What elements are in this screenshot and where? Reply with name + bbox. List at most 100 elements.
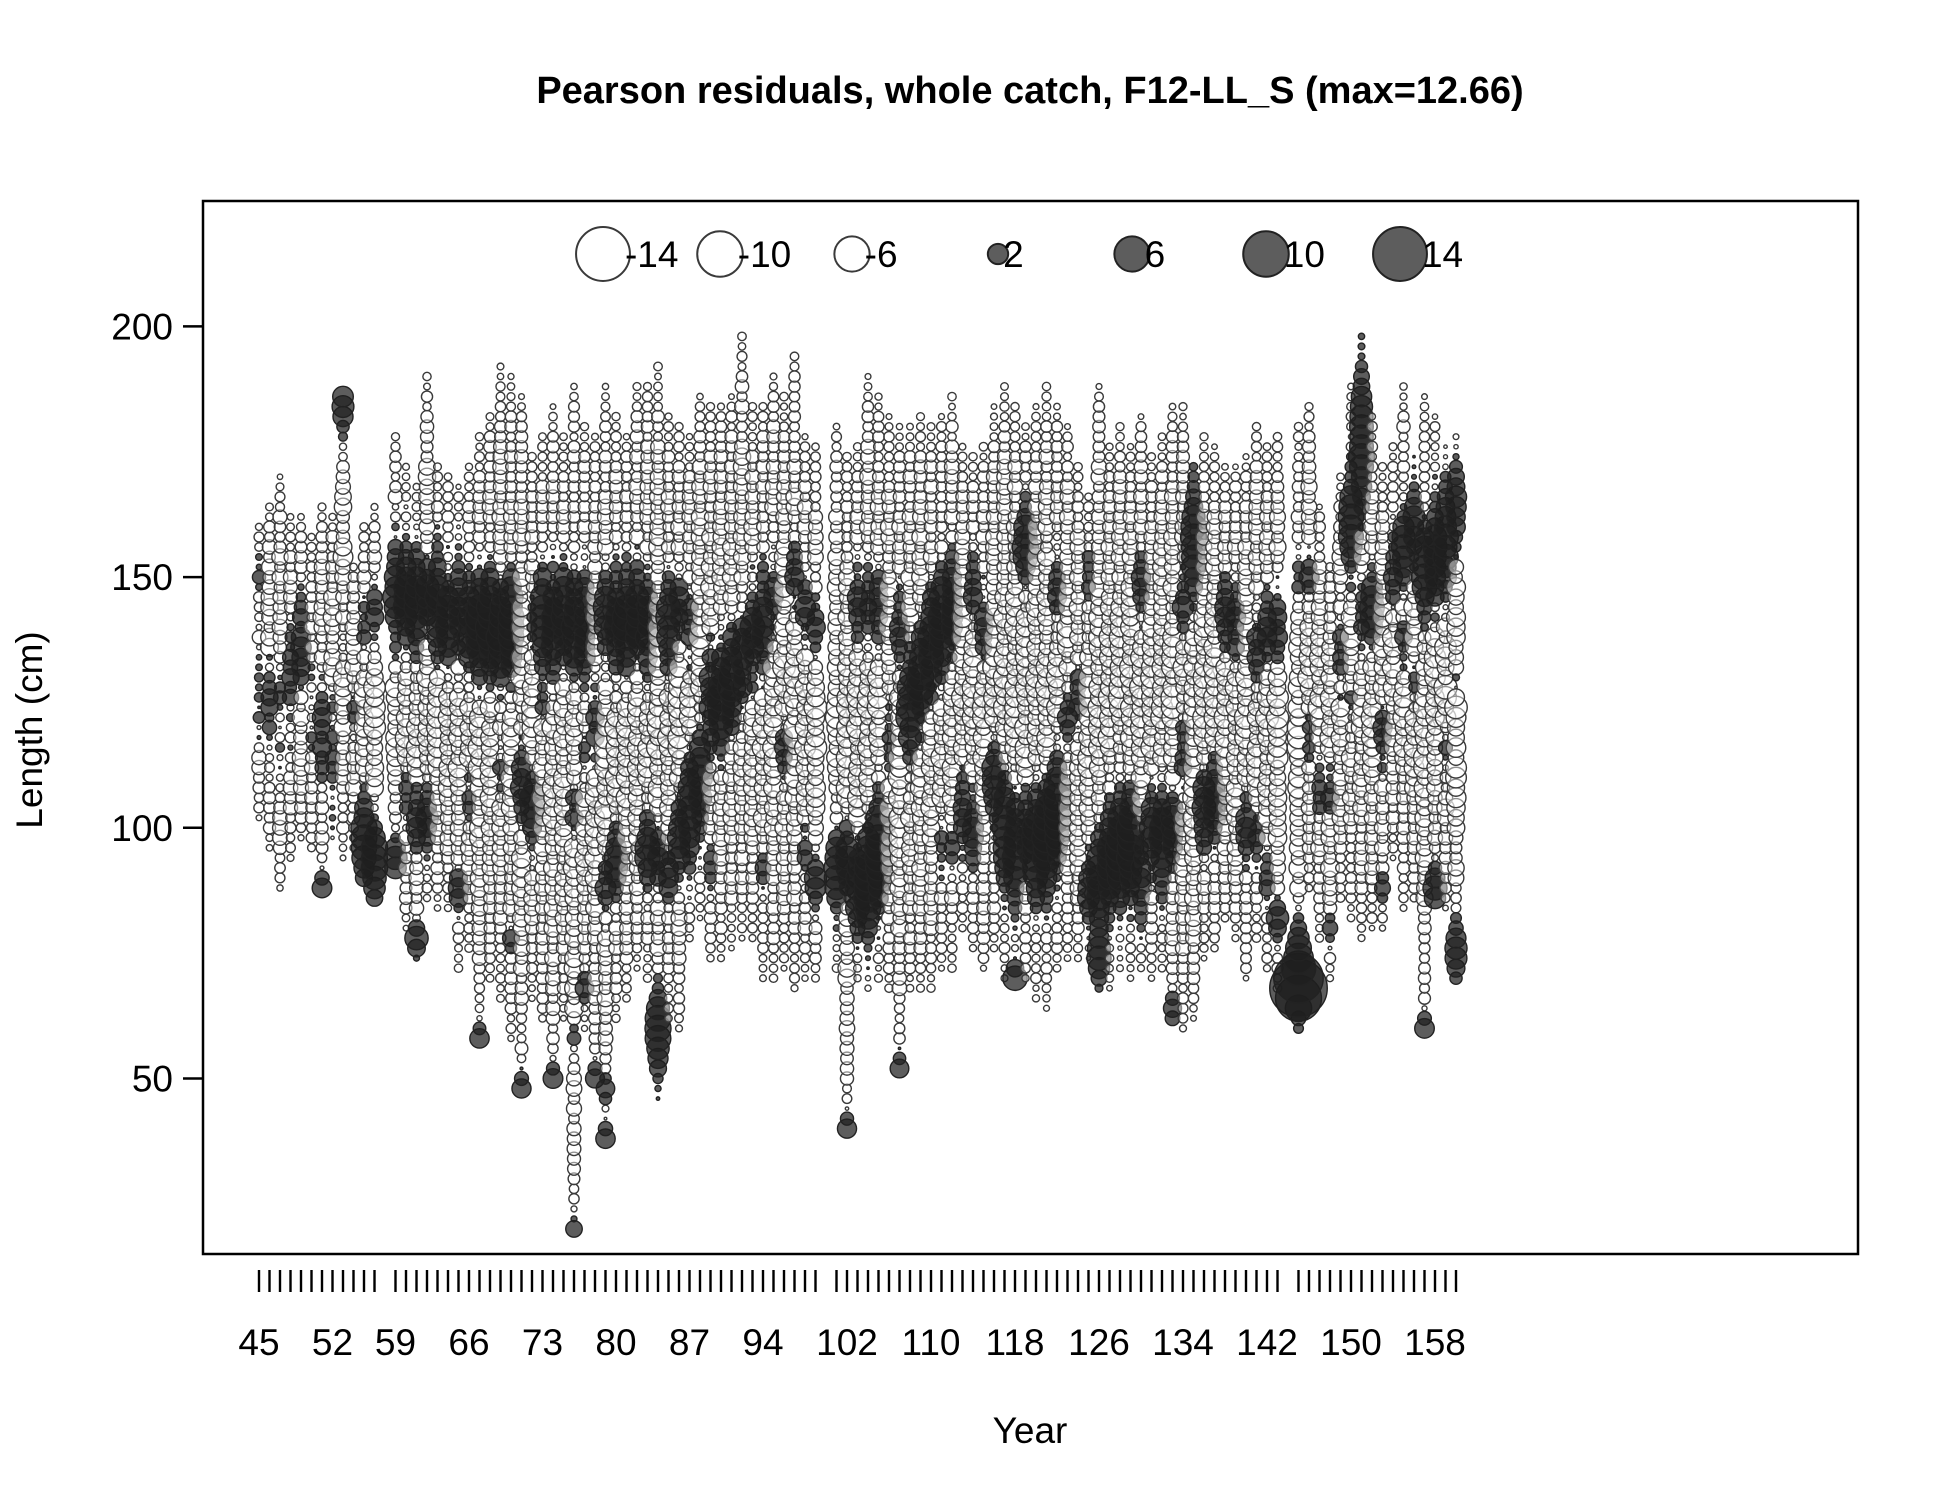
bubble-negative [610, 962, 622, 975]
bubble-negative [988, 892, 1000, 904]
bubble-negative [1115, 964, 1125, 973]
bubble-negative [1061, 932, 1074, 944]
bubble-positive [897, 1046, 902, 1051]
bubble-negative [1041, 411, 1052, 422]
bubble-negative [433, 904, 442, 912]
bubble-negative [788, 370, 801, 383]
bubble-negative [652, 431, 664, 442]
bubble-negative [661, 449, 676, 464]
bubble-negative [1051, 912, 1063, 924]
bubble-negative [757, 410, 769, 423]
bubble-negative [875, 925, 882, 931]
bubble-negative [1082, 500, 1095, 513]
bubble-negative [1073, 954, 1083, 963]
bubble-positive [307, 673, 316, 682]
bubble-negative [568, 681, 580, 694]
bubble-negative [925, 441, 937, 452]
bubble-negative [432, 491, 443, 502]
bubble-positive [451, 559, 466, 575]
bubble-negative [304, 780, 319, 795]
bubble-negative [442, 480, 454, 493]
bubble-negative [335, 469, 351, 485]
bubble-negative [1062, 452, 1073, 462]
bubble-negative [1041, 983, 1052, 994]
bubble-negative [1023, 584, 1028, 590]
bubble-positive [655, 1096, 661, 1102]
bubble-negative [1062, 431, 1073, 442]
bubble-negative [278, 725, 282, 730]
bubble-negative [335, 730, 351, 745]
bubble-negative [275, 773, 285, 782]
bubble-negative [1177, 1012, 1189, 1024]
bubble-negative [1062, 943, 1073, 953]
bubble-negative [430, 500, 445, 514]
bubble-negative [704, 420, 717, 433]
bubble-negative [570, 834, 578, 841]
bubble-negative [998, 420, 1011, 433]
bubble-negative [770, 544, 777, 550]
bubble-negative [844, 1106, 850, 1112]
bubble-negative [736, 902, 748, 914]
bubble-negative [1042, 1004, 1051, 1012]
bubble-positive [485, 682, 495, 692]
bubble-negative [698, 856, 702, 860]
bubble-negative [872, 952, 885, 965]
bubble-positive [483, 560, 497, 574]
bubble-negative [364, 687, 385, 708]
bubble-negative [726, 933, 737, 943]
bubble-negative [1124, 942, 1137, 954]
bubble-negative [978, 441, 989, 452]
bubble-negative [1030, 441, 1042, 452]
bubble-negative [1072, 511, 1084, 523]
bubble-negative [704, 931, 717, 945]
bubble-negative [904, 441, 916, 452]
bubble-negative [1000, 382, 1010, 392]
bubble-negative [1104, 943, 1115, 953]
bubble-negative [642, 431, 653, 442]
bubble-negative [863, 642, 873, 652]
bubble-negative [915, 441, 926, 452]
bubble-negative [297, 512, 305, 521]
bubble-negative [778, 932, 790, 944]
bubble-positive [454, 543, 463, 551]
bubble-negative [1115, 772, 1125, 783]
bubble-positive [329, 804, 336, 811]
bubble-negative [895, 432, 904, 442]
bubble-negative [272, 589, 288, 605]
bubble-negative [958, 442, 967, 451]
bubble-negative [758, 401, 768, 412]
bubble-negative [578, 450, 591, 464]
bubble-negative [454, 533, 463, 541]
bubble-negative [330, 835, 335, 841]
bubble-negative [294, 530, 308, 544]
bubble-negative [370, 512, 379, 522]
bubble-negative [1144, 480, 1159, 494]
bubble-negative [1199, 442, 1209, 452]
bubble-negative [757, 922, 769, 934]
bubble-positive [787, 540, 802, 554]
bubble-negative [296, 702, 306, 713]
bubble-negative [875, 643, 882, 651]
bubble-negative [872, 460, 885, 473]
bubble-negative [716, 943, 726, 953]
bubble-negative [526, 470, 538, 483]
bubble-negative [558, 442, 569, 452]
bubble-positive [274, 742, 286, 753]
bubble-negative [515, 420, 528, 433]
bubble-positive [391, 522, 400, 532]
bubble-negative [726, 913, 737, 923]
bubble-negative [275, 663, 285, 672]
bubble-negative [263, 761, 276, 774]
bubble-negative [1050, 931, 1064, 945]
bubble-positive [839, 1111, 855, 1126]
bubble-negative [840, 550, 854, 564]
bubble-negative [1209, 491, 1220, 503]
bubble-negative [883, 430, 895, 443]
bubble-negative [935, 912, 948, 924]
bubble-negative [452, 681, 465, 694]
bubble-negative [1050, 420, 1064, 433]
bubble-negative [548, 421, 558, 432]
bubble-negative [261, 579, 278, 596]
bubble-negative [442, 531, 454, 543]
